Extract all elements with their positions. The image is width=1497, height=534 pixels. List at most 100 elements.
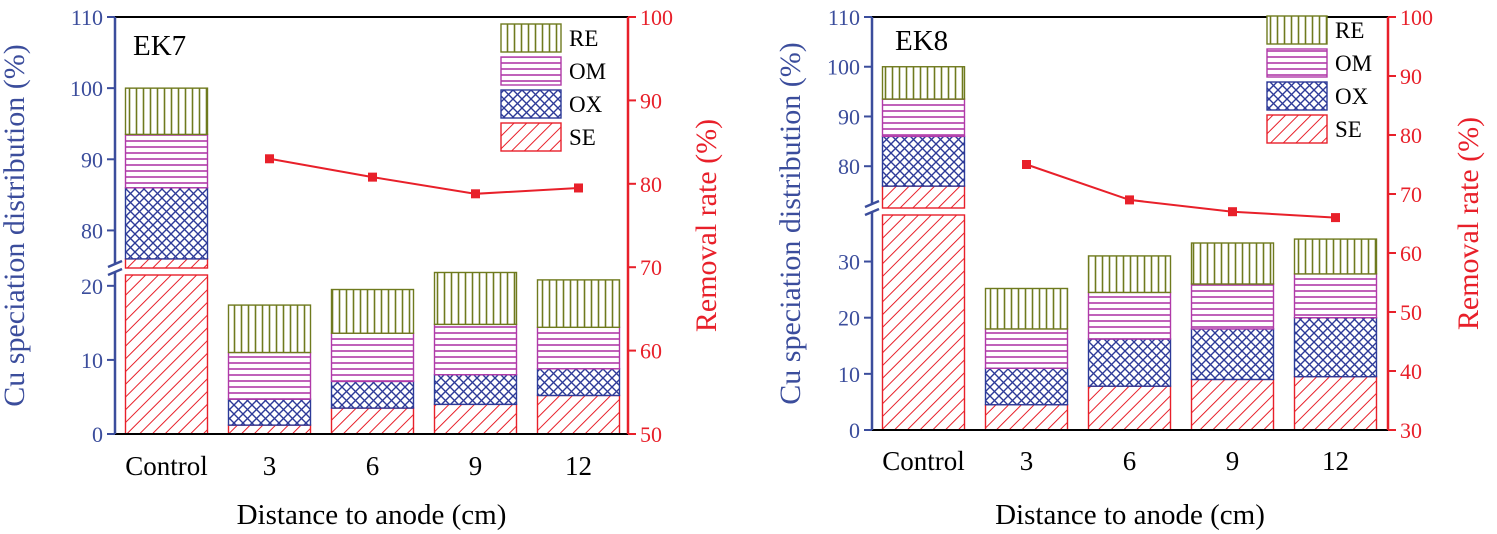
bar-se-control-upper	[124, 258, 209, 269]
x-tick-label: 3	[263, 451, 277, 481]
bar-se-6	[1087, 385, 1172, 431]
bar-se-12	[1293, 375, 1378, 431]
bar-om-6	[330, 332, 415, 383]
y2-tick-label: 70	[1400, 182, 1422, 207]
removal-rate-point	[1228, 207, 1237, 217]
axis-break-mark	[107, 267, 123, 277]
bar-om-control	[881, 98, 966, 138]
removal-rate-point	[1022, 160, 1031, 169]
legend-swatch-ox	[1266, 81, 1328, 111]
legend-label-re: RE	[1335, 18, 1364, 43]
x-axis-title: Distance to anode (cm)	[995, 499, 1265, 531]
bar-re-3	[984, 287, 1069, 330]
y-tick-label: 10	[838, 362, 860, 387]
y2-tick-label: 60	[640, 339, 662, 364]
y-tick-label: 30	[838, 250, 860, 275]
axis-break-mark	[864, 207, 880, 217]
x-axis-title: Distance to anode (cm)	[237, 499, 507, 531]
y-axis-title: Cu speciation distribution (%)	[0, 44, 31, 406]
y2-tick-label: 90	[640, 88, 662, 113]
x-tick-label: Control	[125, 451, 208, 481]
x-tick-label: 12	[1322, 446, 1349, 476]
legend-swatch-re	[500, 23, 562, 53]
y-tick-label: 90	[838, 104, 860, 129]
y-tick-label: 20	[81, 274, 103, 299]
removal-rate-point	[574, 183, 583, 193]
bar-om-12	[1293, 273, 1378, 319]
bar-ox-9	[1190, 328, 1275, 381]
legend-swatch-re	[1266, 15, 1328, 45]
bar-re-12	[1293, 238, 1378, 275]
y-axis-title: Cu speciation distribution (%)	[774, 42, 807, 404]
x-tick-label: 6	[1123, 446, 1137, 476]
y2-axis-title: Removal rate (%)	[1452, 117, 1485, 330]
bar-ox-control	[124, 187, 209, 260]
y-tick-label: 110	[828, 5, 860, 30]
bar-re-12	[536, 279, 621, 329]
removal-rate-line	[1026, 163, 1336, 219]
legend-label-se: SE	[1335, 117, 1362, 142]
bar-om-12	[536, 326, 621, 370]
bar-se-3	[984, 404, 1069, 431]
removal-rate-line	[269, 157, 579, 195]
y2-tick-label: 80	[640, 172, 662, 197]
bar-se-9	[1190, 378, 1275, 431]
bar-ox-12	[536, 368, 621, 397]
removal-rate-point	[471, 189, 480, 199]
bar-ox-6	[330, 380, 415, 409]
bar-se-control	[881, 214, 966, 431]
removal-rate-point	[265, 154, 274, 164]
y-tick-label: 100	[827, 55, 860, 80]
y-tick-label: 100	[70, 76, 103, 101]
legend-label-ox: OX	[569, 92, 603, 117]
legend-label-om: OM	[1335, 51, 1372, 76]
y2-tick-label: 100	[640, 5, 673, 30]
x-tick-label: 3	[1020, 446, 1034, 476]
y-tick-label: 10	[81, 348, 103, 373]
bar-om-3	[227, 351, 312, 400]
panel-ek7: 0 10 20 80 90 100 110 50 60 70 80 90 100 Control 3 6 9 12…	[0, 5, 723, 531]
y2-tick-label: 50	[640, 422, 662, 447]
bar-ox-6	[1087, 338, 1172, 387]
bar-re-control	[881, 66, 966, 100]
bar-om-3	[984, 328, 1069, 369]
bar-om-control	[124, 133, 209, 189]
y2-tick-label: 30	[1400, 418, 1422, 443]
y2-axis-title: Removal rate (%)	[690, 119, 723, 332]
y2-tick-label: 100	[1400, 5, 1433, 30]
bar-se-control	[124, 274, 209, 435]
y-tick-label: 20	[838, 306, 860, 331]
y2-tick-label: 40	[1400, 359, 1422, 384]
bar-se-9	[433, 403, 518, 435]
bar-ox-12	[1293, 316, 1378, 378]
removal-rate-point	[368, 172, 377, 182]
bar-ox-3	[984, 367, 1069, 406]
x-tick-label: Control	[882, 446, 965, 476]
axis-break-mark	[107, 259, 123, 269]
y2-tick-label: 80	[1400, 123, 1422, 148]
bar-re-6	[330, 288, 415, 334]
bar-om-9	[1190, 283, 1275, 330]
removal-rate-point	[1331, 213, 1340, 223]
x-tick-label: 6	[366, 451, 380, 481]
y2-tick-label: 60	[1400, 241, 1422, 266]
y-tick-label: 0	[92, 422, 103, 447]
bar-se-12	[536, 394, 621, 435]
x-tick-label: 12	[565, 451, 592, 481]
legend-label-re: RE	[569, 26, 598, 51]
bar-re-control	[124, 87, 209, 136]
bar-ox-control	[881, 135, 966, 187]
y2-tick-label: 90	[1400, 64, 1422, 89]
legend-label-se: SE	[569, 125, 596, 150]
bar-om-9	[433, 323, 518, 376]
y2-tick-label: 70	[640, 255, 662, 280]
legend-label-ox: OX	[1335, 84, 1369, 109]
bar-ox-9	[433, 374, 518, 406]
bar-se-control-upper	[881, 185, 966, 209]
bar-om-6	[1087, 291, 1172, 340]
y2-tick-label: 50	[1400, 300, 1422, 325]
removal-rate-point	[1125, 195, 1134, 205]
x-tick-label: 9	[469, 451, 483, 481]
legend-swatch-ox	[500, 89, 562, 119]
